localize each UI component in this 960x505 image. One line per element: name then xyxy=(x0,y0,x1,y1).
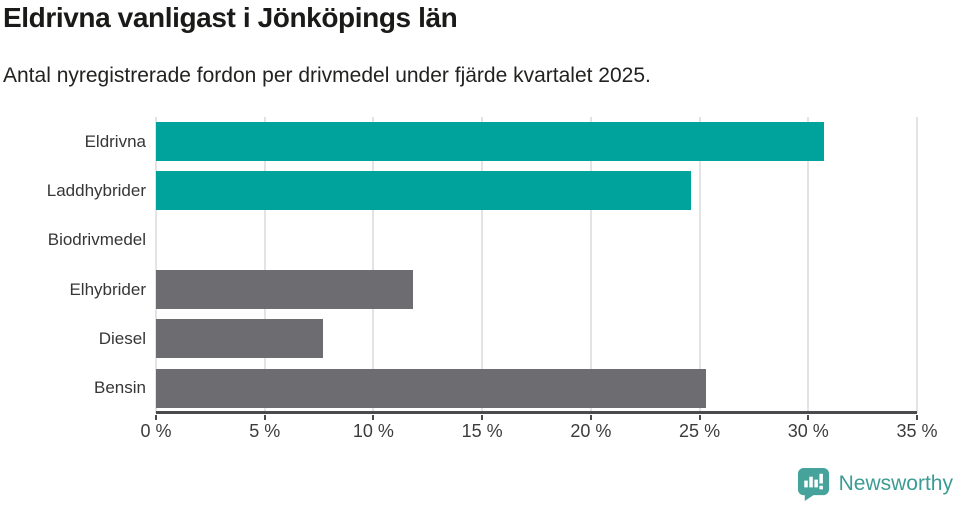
bar-row-eldrivna xyxy=(156,117,917,166)
gridline-35 xyxy=(916,117,918,413)
category-label-bensin: Bensin xyxy=(94,378,146,398)
newsworthy-logo: Newsworthy xyxy=(796,466,953,501)
bar-diesel xyxy=(156,319,324,359)
x-tick-label-0: 0 % xyxy=(140,421,172,441)
gridline-10 xyxy=(372,117,375,413)
category-label-eldrivna: Eldrivna xyxy=(84,131,146,151)
gridline-20 xyxy=(589,117,592,413)
bars-layer xyxy=(156,117,917,413)
page-title: Eldrivna vanligast i Jönköpings län xyxy=(3,2,458,33)
x-tick-label-5: 5 % xyxy=(249,421,281,441)
gridline-25 xyxy=(698,117,701,413)
x-tick-15 xyxy=(481,415,484,420)
plot-area xyxy=(155,117,918,414)
bar-row-bensin xyxy=(156,364,917,413)
x-tick-label-35: 35 % xyxy=(896,421,938,441)
chart-subtitle: Antal nyregistrerade fordon per drivmede… xyxy=(3,64,651,87)
category-label-biodrivmedel: Biodrivmedel xyxy=(47,230,146,250)
category-axis-labels: Eldrivna Laddhybrider Biodrivmedel Elhybrid… xyxy=(0,117,146,413)
bar-laddhybrider xyxy=(156,171,691,211)
category-label-elhybrider: Elhybrider xyxy=(69,279,146,299)
x-tick-label-15: 15 % xyxy=(461,421,503,441)
x-tick-label-30: 30 % xyxy=(787,421,829,441)
category-label-laddhybrider: Laddhybrider xyxy=(46,180,146,200)
x-tick-25 xyxy=(698,415,701,420)
x-tick-0 xyxy=(155,415,157,420)
x-axis-line xyxy=(156,411,917,414)
x-tick-label-25: 25 % xyxy=(679,421,721,441)
x-axis-tick-labels: 0 % 5 % 10 % 15 % 20 % 25 % 30 % 35 % xyxy=(140,421,937,443)
x-tick-20 xyxy=(589,415,592,420)
gridline-30 xyxy=(807,117,810,413)
x-tick-30 xyxy=(807,415,810,420)
bar-row-laddhybrider xyxy=(156,166,917,215)
x-tick-10 xyxy=(372,415,375,420)
category-label-diesel: Diesel xyxy=(98,328,146,348)
bar-eldrivna xyxy=(156,122,824,162)
gridline-0 xyxy=(155,117,157,413)
bar-row-biodrivmedel xyxy=(156,216,917,265)
x-tick-35 xyxy=(916,415,918,420)
bar-row-diesel xyxy=(156,314,917,363)
newsworthy-logo-text: Newsworthy xyxy=(838,471,953,495)
bar-row-elhybrider xyxy=(156,265,917,314)
bar-elhybrider xyxy=(156,270,413,310)
bar-bensin xyxy=(156,368,707,408)
gridline-15 xyxy=(481,117,484,413)
x-tick-label-20: 20 % xyxy=(570,421,612,441)
x-tick-5 xyxy=(263,415,266,420)
x-tick-label-10: 10 % xyxy=(352,421,394,441)
newsworthy-logo-icon xyxy=(797,467,829,501)
gridline-5 xyxy=(263,117,266,413)
x-axis-ticks xyxy=(155,413,918,421)
